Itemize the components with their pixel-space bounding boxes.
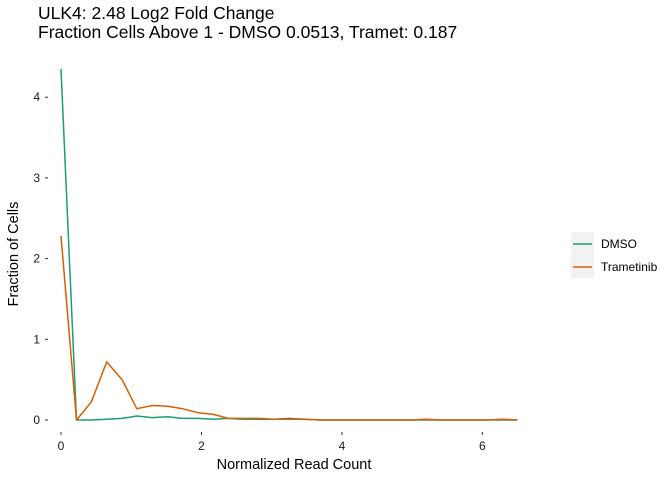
chart-title: ULK4: 2.48 Log2 Fold Change	[38, 3, 275, 23]
chart-subtitle: Fraction Cells Above 1 - DMSO 0.0513, Tr…	[38, 22, 458, 42]
legend-label-dmso: DMSO	[601, 237, 637, 251]
series-line-dmso	[60, 68, 518, 421]
y-tick-label: 4	[33, 90, 40, 104]
x-tick-label: 2	[198, 439, 205, 453]
plot-area	[60, 68, 518, 421]
y-tick-label: 0	[33, 413, 40, 427]
legend-key-background	[571, 232, 594, 278]
y-axis-title: Fraction of Cells	[6, 202, 22, 307]
series-line-trametinib	[60, 235, 518, 421]
y-tick-label: 3	[33, 171, 40, 185]
x-tick-label: 0	[58, 439, 65, 453]
y-tick-label: 1	[33, 332, 40, 346]
legend-label-trametinib: Trametinib	[601, 260, 658, 274]
legend: DMSO Trametinib	[571, 232, 658, 278]
x-tick-label: 6	[479, 439, 486, 453]
chart-title-block: ULK4: 2.48 Log2 Fold Change Fraction Cel…	[38, 4, 457, 42]
y-axis: 0 1 2 3 4	[33, 90, 48, 427]
x-axis-title: Normalized Read Count	[217, 457, 372, 473]
y-tick-label: 2	[33, 252, 40, 266]
x-tick-label: 4	[339, 439, 346, 453]
x-axis: 0 2 4 6	[58, 432, 486, 453]
